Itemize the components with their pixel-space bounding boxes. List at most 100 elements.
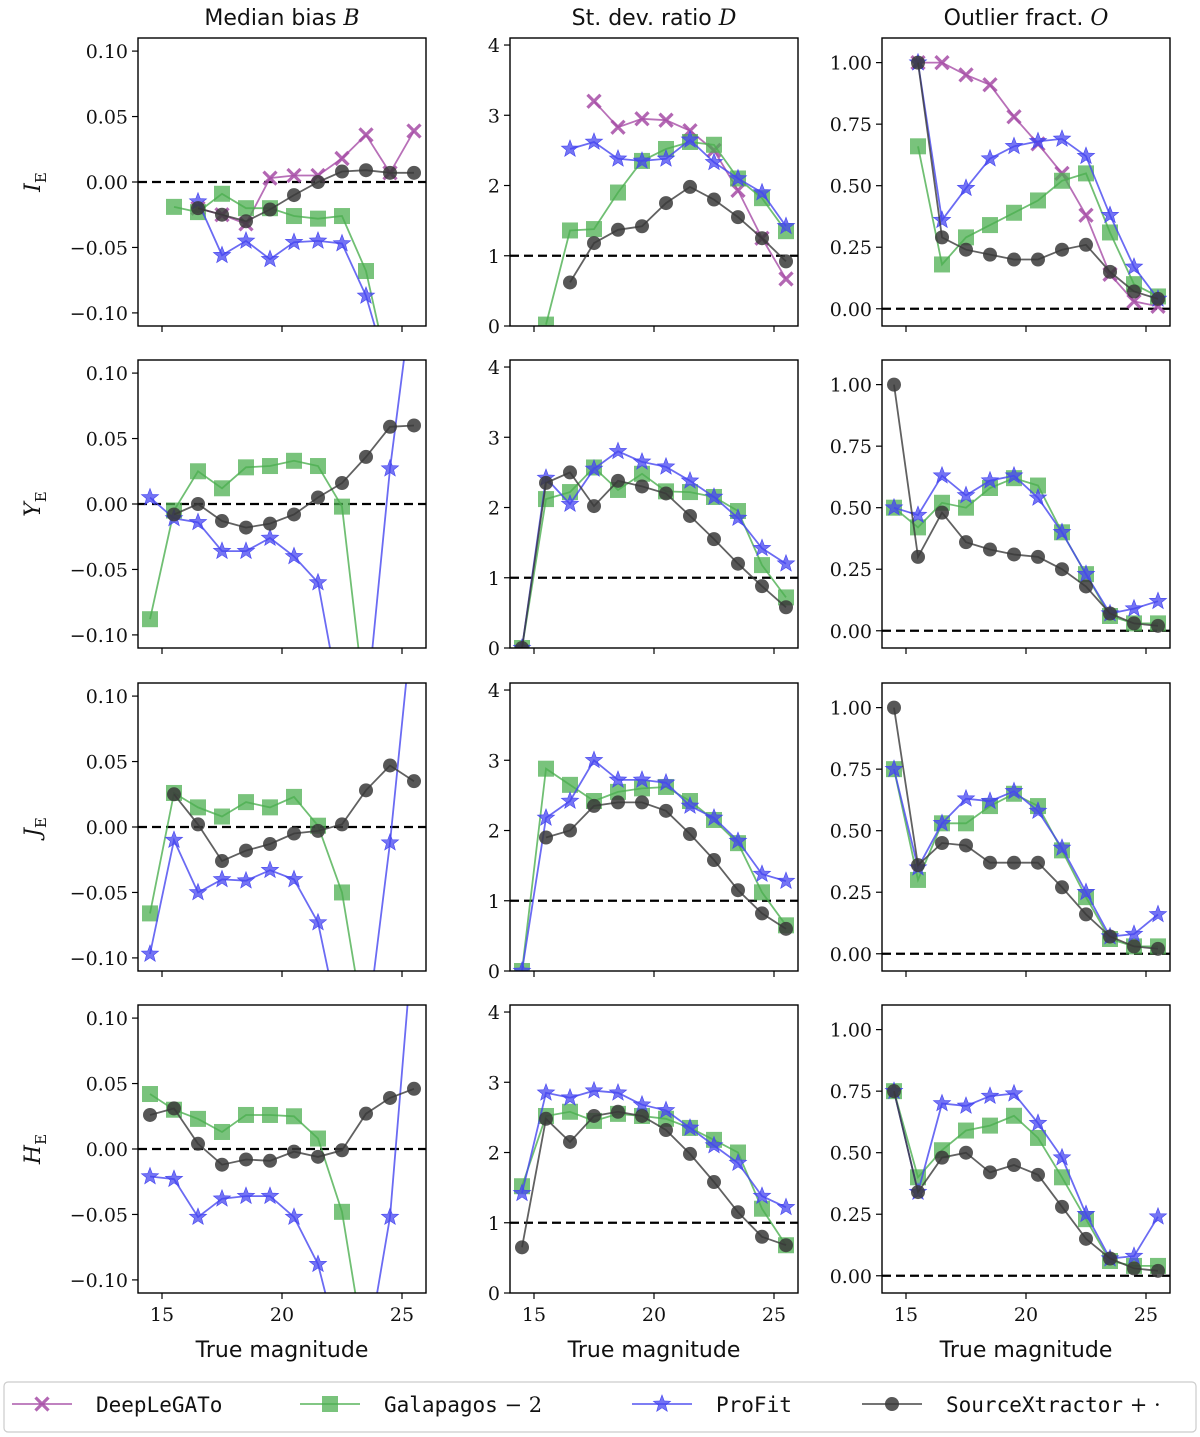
data-point-deeplegato [586, 93, 602, 109]
data-point-sourcextractor- [611, 222, 625, 237]
data-point-profit [884, 759, 904, 778]
x-axis-label: True magnitude [567, 1338, 741, 1363]
data-point-galapagos-2 [538, 491, 554, 508]
data-point-profit [560, 139, 580, 157]
plot-area [512, 441, 796, 648]
data-point-sourcextractor- [587, 499, 601, 514]
data-point-galapagos-2 [142, 1086, 158, 1103]
data-point-sourcextractor- [1007, 547, 1021, 562]
data-point-profit [656, 1100, 676, 1119]
data-point-profit [405, 917, 422, 933]
data-point-profit [1148, 1206, 1168, 1225]
data-point-sourcextractor- [335, 817, 349, 832]
data-point-profit [932, 1093, 952, 1112]
data-point-sourcextractor- [167, 787, 181, 802]
data-point-profit [1148, 904, 1168, 923]
data-point-profit [608, 441, 628, 460]
data-point-profit [1076, 564, 1096, 583]
row-label: IE [21, 172, 50, 193]
data-point-profit [284, 546, 304, 565]
data-point-profit [1124, 924, 1144, 943]
data-point-profit [1028, 1113, 1048, 1132]
data-point-galapagos-2 [310, 1130, 326, 1147]
plot-area [140, 683, 421, 971]
legend-label-name: DeepLeGATo [96, 1393, 222, 1417]
row-label-base: H [21, 1144, 46, 1165]
y-tick-label: 0.25 [830, 1204, 872, 1226]
y-tick-label: 1 [488, 246, 500, 268]
data-point-galapagos-2 [334, 1203, 350, 1220]
data-point-galapagos-2 [634, 465, 650, 482]
y-tick-label: 0.25 [830, 882, 872, 904]
x-axis-label: True magnitude [939, 1338, 1113, 1363]
legend-label: DeepLeGATo [96, 1393, 222, 1417]
column-title: Outlier fract. O [944, 6, 1109, 31]
data-point-sourcextractor- [383, 165, 397, 180]
data-point-deeplegato [658, 112, 674, 128]
data-point-sourcextractor- [659, 486, 673, 501]
data-point-galapagos-2 [586, 221, 602, 238]
legend-label-name: Galapagos [384, 1393, 498, 1417]
data-point-profit [608, 1082, 628, 1101]
y-tick-label: 2 [488, 176, 500, 198]
data-point-deeplegato [934, 54, 950, 71]
data-point-galapagos-2 [934, 494, 950, 511]
row-label-subscript: E [32, 817, 50, 828]
data-point-profit [284, 1207, 304, 1226]
data-point-sourcextractor- [611, 473, 625, 488]
series-line-galapagos-2 [149, 791, 356, 971]
data-point-profit [704, 1135, 724, 1154]
y-tick-label: 0.10 [86, 1008, 128, 1030]
data-point-galapagos-2 [238, 794, 254, 811]
data-point-sourcextractor- [239, 520, 253, 535]
y-tick-label: 3 [488, 1072, 500, 1094]
data-point-profit [1004, 136, 1024, 155]
data-point-profit [212, 245, 232, 264]
data-point-profit [308, 572, 328, 591]
data-point-sourcextractor- [587, 798, 601, 813]
legend-label-suffix: + · [1123, 1393, 1161, 1417]
data-point-sourcextractor- [1055, 562, 1069, 577]
data-point-sourcextractor- [191, 1136, 205, 1151]
data-point-galapagos-2 [238, 200, 254, 217]
data-point-sourcextractor- [1127, 284, 1141, 299]
data-point-sourcextractor- [215, 514, 229, 529]
data-point-sourcextractor- [311, 175, 325, 189]
y-tick-label: 4 [488, 680, 500, 702]
data-point-profit [776, 216, 796, 235]
data-point-galapagos-2 [754, 557, 770, 574]
legend-marker [34, 1396, 50, 1412]
data-point-galapagos-2 [910, 138, 926, 155]
column-title-symbol: D [718, 6, 737, 31]
legend-label-name: SourceXtractor [946, 1393, 1123, 1417]
data-point-galapagos-2 [214, 808, 230, 825]
panel-r1-c2: 1.00 0.75 0.50 0.25 0.00 [830, 359, 1171, 654]
data-point-sourcextractor- [755, 579, 769, 594]
data-point-profit [512, 961, 532, 971]
data-point-galapagos-2 [286, 452, 302, 469]
data-point-galapagos-2 [958, 499, 974, 516]
data-point-deeplegato [1126, 293, 1142, 310]
x-tick-label: 25 [762, 1304, 786, 1326]
y-tick-label: 1.00 [830, 698, 872, 720]
data-point-profit [752, 864, 772, 883]
series-line-galapagos-2 [893, 1090, 1158, 1267]
data-point-galapagos-2 [562, 1103, 578, 1120]
data-point-profit [140, 1166, 160, 1185]
y-tick-label: 0.00 [86, 1139, 128, 1161]
y-tick-label: 3 [488, 427, 500, 449]
data-point-profit [188, 1207, 208, 1226]
data-point-sourcextractor- [635, 479, 649, 494]
data-point-profit [632, 451, 652, 470]
y-tick-label: 0.75 [830, 436, 872, 458]
y-tick-label: 2 [488, 821, 500, 843]
panel-frame [509, 37, 799, 327]
data-point-sourcextractor- [935, 836, 949, 850]
data-point-sourcextractor- [263, 202, 277, 217]
data-point-profit [284, 869, 304, 888]
data-point-sourcextractor- [383, 419, 397, 434]
data-point-sourcextractor- [1151, 291, 1165, 306]
data-point-profit [512, 1183, 532, 1202]
x-tick-label: 15 [522, 1304, 546, 1326]
plot-area [884, 377, 1168, 633]
